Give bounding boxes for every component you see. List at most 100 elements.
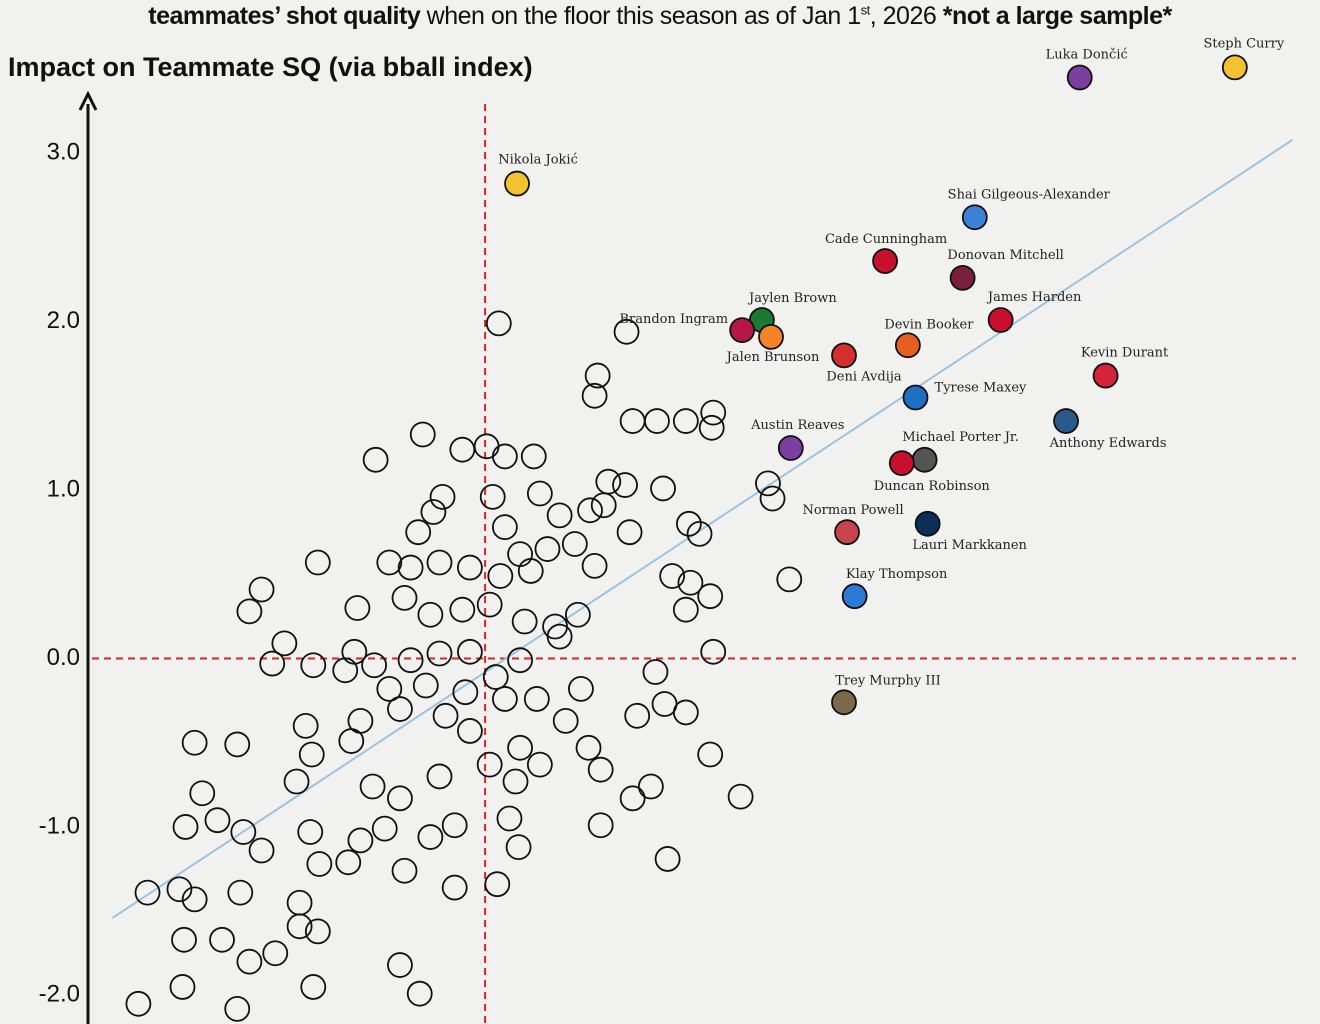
point [587,812,614,839]
point [361,652,388,679]
player-point [914,510,941,537]
point [575,734,602,761]
point [300,974,327,1000]
point [387,785,413,812]
point [297,819,324,845]
point [624,702,651,729]
point [568,675,594,702]
point [526,751,553,778]
point [171,926,197,953]
point [581,552,608,579]
point [412,672,439,699]
point [432,702,459,729]
point [397,554,424,581]
point [300,652,327,679]
point [429,483,456,510]
point [236,598,263,625]
player-point [777,435,804,461]
point [577,497,603,524]
point [224,731,251,758]
point [181,729,208,756]
point [523,686,550,712]
point [248,576,275,603]
point [457,718,483,744]
point [491,686,518,712]
point [426,640,453,667]
point [485,310,512,337]
subtitle: teammates’ shot quality when on the floo… [0,2,1320,31]
point [283,768,310,795]
point [449,436,476,463]
point [587,756,614,783]
player-point [831,689,857,716]
point [700,399,727,426]
player-point [1092,362,1119,389]
player-point [834,519,860,546]
player-point [911,446,938,473]
point [612,472,638,498]
player-label: Trey Murphy III [835,673,941,688]
player-label: Lauri Markkanen [912,538,1027,553]
point [457,638,483,665]
player-label: Duncan Robinson [874,479,991,494]
point [619,785,646,812]
player-label: Jaylen Brown [747,291,837,306]
point [584,362,611,389]
player-label: Donovan Mitchell [947,248,1063,263]
point [181,886,208,913]
point [306,851,333,877]
point [637,773,664,800]
point [520,443,547,470]
point [259,650,286,677]
player-label: Deni Avdija [826,369,901,384]
point [189,780,216,807]
player-point [831,342,857,369]
player-point [894,332,921,359]
point [338,728,365,754]
point [479,483,506,510]
player-point [872,248,898,274]
point [700,638,727,665]
y-tick-label: 2.0 [47,307,80,334]
player-point [1066,64,1093,91]
player-label: Michael Porter Jr. [902,430,1019,445]
point [697,741,724,768]
point [172,814,199,840]
point [727,783,754,810]
point [248,837,275,864]
point [759,485,786,512]
point [304,549,331,576]
point [484,871,511,898]
point [391,584,418,611]
point [697,583,724,610]
point [134,879,161,906]
point [391,857,418,884]
point [482,664,509,690]
point [776,566,803,593]
player-label: Austin Reaves [750,418,844,433]
point [534,536,561,562]
point [526,480,553,507]
player-label: Shai Gilgeous-Alexander [948,187,1111,202]
y-tick-label: -2.0 [39,981,80,1008]
point [426,549,453,576]
point [376,675,403,702]
y-axis-arrow [78,90,98,111]
point [511,608,538,635]
point [449,596,476,623]
subtitle-bold: teammates’ shot quality [148,2,421,30]
point [487,563,514,589]
player-label: Cade Cunningham [825,232,947,247]
point [581,382,608,409]
point [341,638,368,665]
player-label: James Harden [986,290,1082,305]
point [502,768,529,795]
point [125,990,152,1017]
player-label: Nikola Jokić [498,153,578,168]
player-label: Jalen Brunson [725,350,820,365]
player-label: Norman Powell [802,503,903,518]
point [166,876,193,903]
y-tick-label: -1.0 [39,812,80,839]
player-point [888,450,915,477]
